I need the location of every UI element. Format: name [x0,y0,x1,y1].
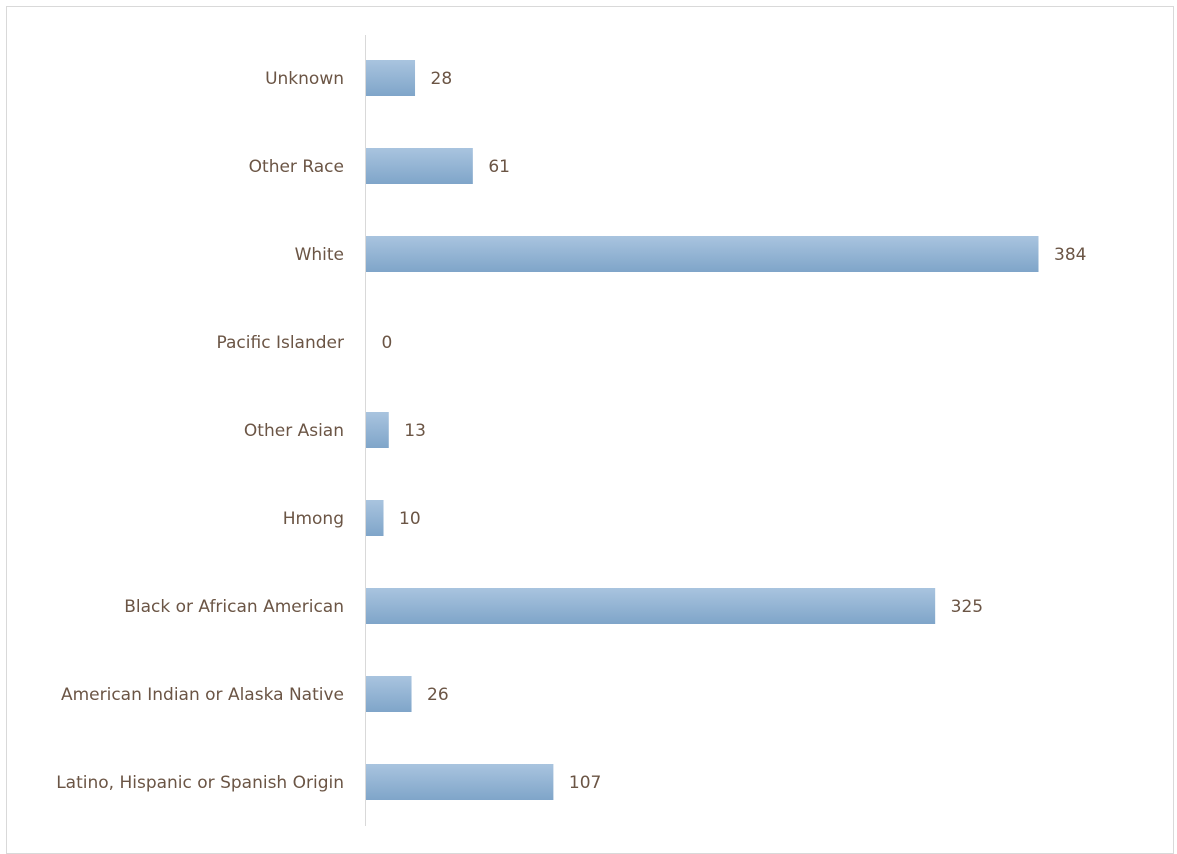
data-label: 0 [382,333,393,353]
bar [366,500,384,536]
bar [366,588,936,624]
category-label: Hmong [283,509,344,529]
bar [366,236,1039,272]
category-label: Latino, Hispanic or Spanish Origin [56,773,344,793]
labels-layer: Unknown 28 Other Race 61 White 384 Pacific Isl… [56,69,1086,793]
bar [366,676,412,712]
chart-frame [6,6,1174,854]
bar [366,412,389,448]
data-label: 107 [569,773,601,793]
data-label: 325 [951,597,983,617]
bar [366,60,416,96]
category-label: Other Asian [244,421,344,441]
data-label: 61 [488,157,510,177]
category-label: American Indian or Alaska Native [61,685,344,705]
category-label: White [295,245,344,265]
category-label: Black or African American [124,597,344,617]
data-label: 28 [431,69,453,89]
category-label: Other Race [249,157,344,177]
bars-layer [366,60,1039,800]
data-label: 384 [1054,245,1086,265]
data-label: 10 [399,509,421,529]
category-label: Pacific Islander [217,333,344,353]
data-label: 13 [404,421,426,441]
data-label: 26 [427,685,449,705]
bar [366,148,473,184]
category-label: Unknown [265,69,344,89]
bar [366,764,554,800]
